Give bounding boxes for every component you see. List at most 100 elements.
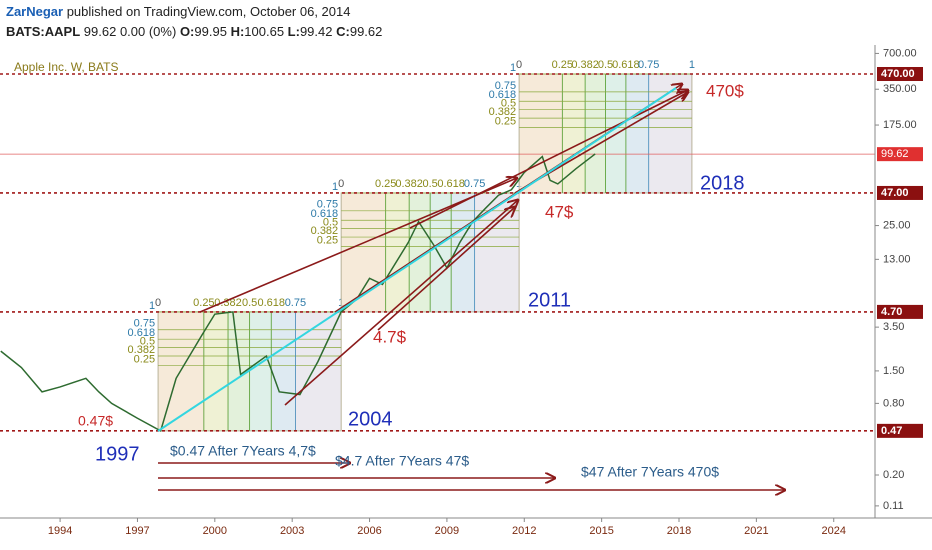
trend-line: [157, 87, 677, 432]
ohlc-value: 99.95: [194, 24, 227, 39]
ohlc: O:99.95 H:100.65 L:99.42 C:99.62: [180, 24, 382, 39]
fib-zone: [295, 311, 342, 431]
annotation: $47 After 7Years 470$: [581, 464, 719, 480]
fib-time-label: 0.382: [214, 297, 242, 309]
level-badge: [877, 304, 923, 319]
fib-time-label: 0.25: [552, 59, 573, 71]
level-label: 47.00: [881, 187, 909, 199]
annotation: 470$: [706, 81, 744, 100]
ohlc-label: O:: [179, 24, 195, 39]
ohlc-value: 99.62: [349, 24, 383, 39]
fib-zone: [385, 192, 410, 312]
fib-price-label: 0.382: [311, 225, 339, 237]
fib-price-label: 1: [510, 62, 516, 74]
annotation: $4.7 After 7Years 47$: [335, 453, 469, 469]
x-tick-label: 2009: [435, 525, 459, 537]
y-tick-label: 25.00: [883, 219, 911, 231]
y-tick-label: 0.80: [883, 397, 904, 409]
fib-time-label: 0: [516, 59, 522, 71]
fib-zone: [203, 311, 229, 431]
fib-time-label: 0.75: [285, 297, 306, 309]
level-badge: [877, 423, 923, 438]
fib-time-label: 0.25: [193, 297, 214, 309]
level-badge: [877, 67, 923, 82]
annotation: 2004: [348, 408, 393, 430]
fib-zone: [430, 192, 452, 312]
fib-zone: [562, 74, 586, 193]
fib-time-label: 0.618: [257, 297, 285, 309]
fib-price-label: 0.382: [128, 344, 156, 356]
fib-price-label: 0.618: [489, 89, 517, 101]
x-tick-label: 1994: [48, 525, 72, 537]
fib-time-label: 0.25: [375, 178, 396, 190]
change: 0.00 (0%): [119, 24, 177, 39]
fib-price-label: 0.5: [323, 217, 338, 229]
y-tick-label: 1.50: [883, 365, 904, 377]
x-tick-label: 2003: [280, 525, 304, 537]
fib-price-label: 1: [332, 181, 338, 193]
x-tick-label: 2006: [357, 525, 381, 537]
y-tick-label: 13.00: [883, 253, 911, 265]
fib-price-label: 0.5: [501, 98, 516, 110]
header: ZarNegar published on TradingView.com, O…: [6, 2, 382, 42]
fib-zone: [451, 192, 475, 312]
fib-time-label: 0.75: [464, 178, 485, 190]
fib-time-label: 0.618: [437, 178, 465, 190]
annotation: 4.7$: [373, 327, 407, 346]
fib-time-label: 0.5: [598, 59, 613, 71]
y-tick-label: 0.11: [883, 500, 904, 512]
ohlc-value: 100.65: [244, 24, 285, 39]
annotation: 2018: [700, 172, 745, 194]
fib-price-label: 0.382: [489, 106, 517, 118]
fib-zone: [625, 74, 649, 193]
fib-price-label: 0.25: [495, 115, 516, 127]
y-tick-label: 0.20: [883, 469, 904, 481]
fib-zone: [341, 192, 386, 312]
author: ZarNegar: [6, 4, 64, 19]
y-tick-label: 700.00: [883, 47, 917, 59]
x-tick-label: 2012: [512, 525, 536, 537]
fib-price-label: 0.75: [134, 318, 155, 330]
level-label: 4.70: [881, 306, 902, 318]
annotation: $0.47 After 7Years 4,7$: [170, 443, 316, 459]
fib-time-label: 0: [155, 297, 161, 309]
fib-price-label: 0.25: [134, 353, 155, 365]
fib-time-label: 0.382: [571, 59, 599, 71]
annotation: 2011: [528, 289, 571, 311]
fib-time-label: 0.75: [638, 59, 659, 71]
last-price-label: 99.62: [881, 148, 909, 160]
level-label: 470.00: [881, 68, 915, 80]
fib-price-label: 0.5: [140, 335, 155, 347]
x-tick-label: 2000: [203, 525, 227, 537]
fib-price-label: 0.25: [317, 234, 338, 246]
ohlc-label: H:: [230, 24, 245, 39]
fib-time-label: 0.382: [395, 178, 423, 190]
fib-time-label: 0.5: [242, 297, 257, 309]
fib-zone: [271, 311, 296, 431]
fib-price-label: 0.75: [495, 80, 516, 92]
ohlc-value: 99.42: [299, 24, 333, 39]
trend-arrows: [158, 84, 785, 490]
level-label: 0.47: [881, 425, 902, 437]
fib-price-label: 0.75: [317, 199, 338, 211]
fib-zone: [519, 74, 563, 193]
fib-price-label: 0.618: [128, 327, 156, 339]
fib-price-label: 0.618: [311, 208, 339, 220]
x-tick-label: 2018: [667, 525, 691, 537]
fib-time-label: 1: [689, 59, 695, 71]
fib-time-label: 0.5: [423, 178, 438, 190]
ohlc-label: L:: [287, 24, 300, 39]
y-tick-label: 3.50: [883, 321, 904, 333]
y-tick-label: 350.00: [883, 83, 917, 95]
ohlc-label: C:: [336, 24, 350, 39]
chart-title: Apple Inc. W, BATS: [14, 60, 118, 74]
publish-line: ZarNegar published on TradingView.com, O…: [6, 2, 382, 22]
annotation: 1997: [95, 443, 140, 465]
published: published on TradingView.com, October 06…: [66, 4, 351, 19]
x-tick-label: 2024: [821, 525, 845, 537]
fib-time-label: 0: [338, 178, 344, 190]
price-line: [0, 153, 596, 432]
quote-line: BATS:AAPL 99.62 0.00 (0%) O:99.95 H:100.…: [6, 22, 382, 42]
